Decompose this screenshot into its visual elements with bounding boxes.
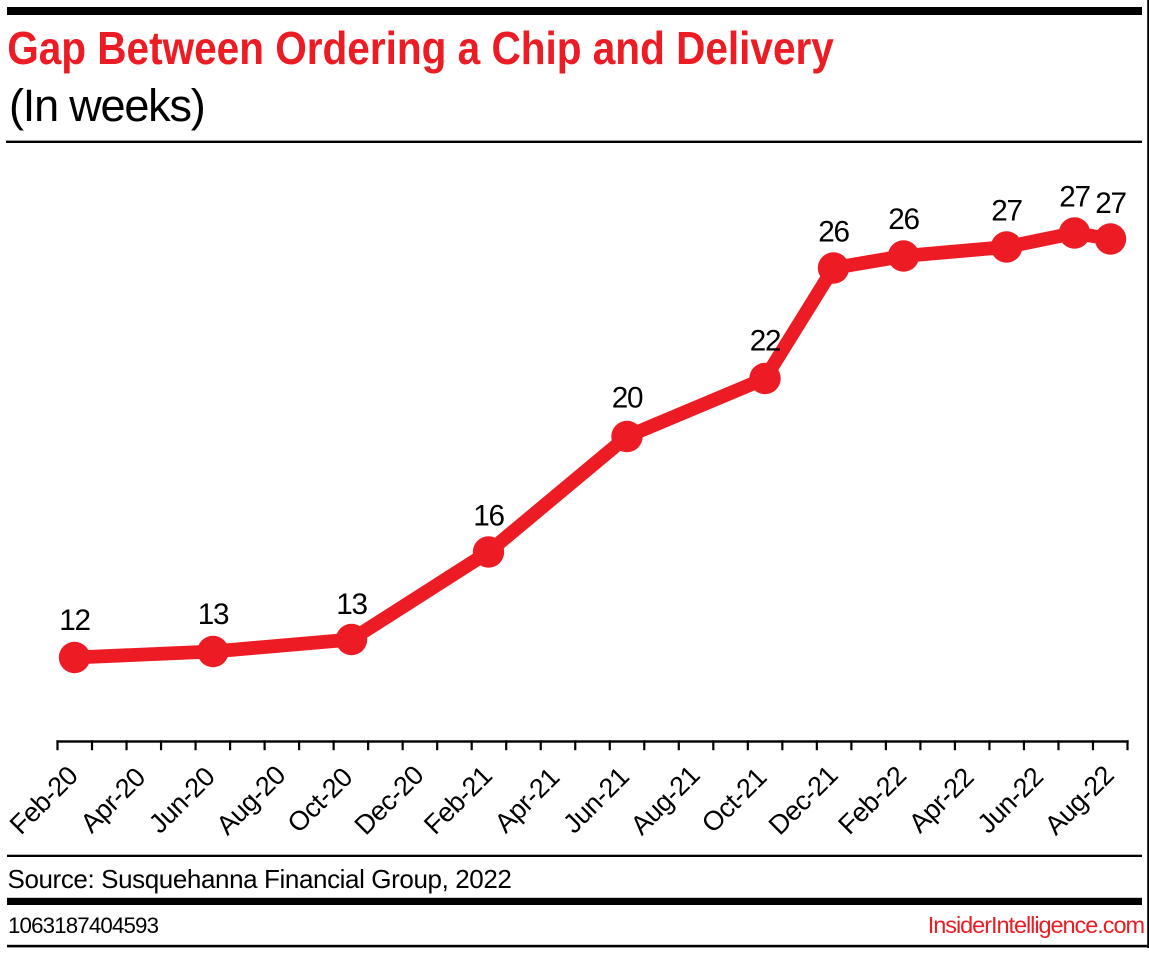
svg-text:20: 20 bbox=[612, 382, 643, 415]
svg-text:27: 27 bbox=[1095, 187, 1126, 220]
svg-text:(In weeks): (In weeks) bbox=[9, 80, 205, 131]
svg-text:12: 12 bbox=[59, 604, 90, 637]
svg-text:22: 22 bbox=[750, 324, 781, 357]
svg-text:13: 13 bbox=[336, 588, 367, 621]
svg-text:Gap Between Ordering a Chip an: Gap Between Ordering a Chip and Delivery bbox=[7, 23, 834, 74]
svg-text:27: 27 bbox=[1059, 181, 1090, 214]
svg-text:27: 27 bbox=[991, 195, 1022, 228]
svg-text:InsiderIntelligence.com: InsiderIntelligence.com bbox=[928, 912, 1145, 938]
svg-text:1063187404593: 1063187404593 bbox=[8, 913, 159, 938]
svg-text:16: 16 bbox=[473, 500, 504, 533]
svg-text:26: 26 bbox=[888, 203, 919, 236]
svg-text:Source: Susquehanna Financial: Source: Susquehanna Financial Group, 202… bbox=[8, 864, 512, 894]
svg-text:13: 13 bbox=[198, 598, 229, 631]
svg-text:26: 26 bbox=[818, 215, 849, 248]
